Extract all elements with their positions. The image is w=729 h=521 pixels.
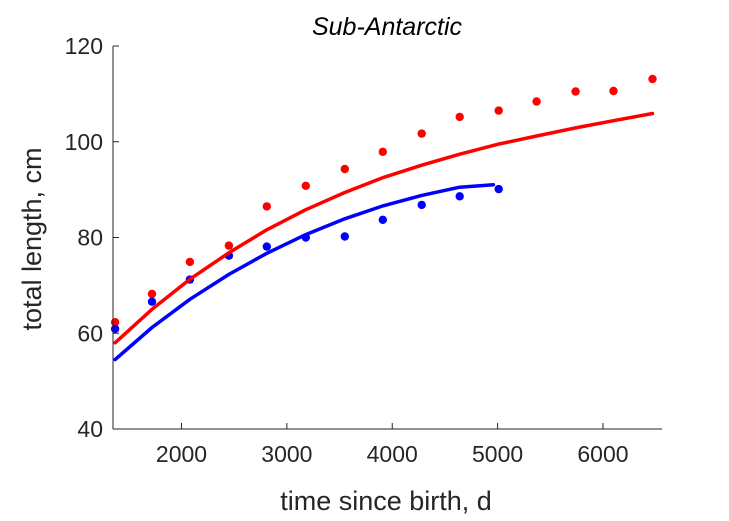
y-tick-label: 40 xyxy=(77,416,103,442)
x-tick-label: 6000 xyxy=(577,441,628,467)
data-point-1 xyxy=(340,232,349,241)
x-tick-label: 3000 xyxy=(261,441,312,467)
x-tick-label: 4000 xyxy=(367,441,418,467)
chart-title: Sub-Antarctic xyxy=(312,13,463,41)
data-point-0 xyxy=(301,181,310,190)
data-point-0 xyxy=(455,112,464,122)
data-point-0 xyxy=(648,74,657,84)
data-point-0 xyxy=(494,106,503,115)
data-point-0 xyxy=(147,289,157,299)
data-point-0 xyxy=(532,97,541,106)
x-axis-label: time since birth, d xyxy=(280,486,492,516)
data-point-0 xyxy=(378,147,387,156)
data-point-0 xyxy=(340,164,349,174)
data-point-0 xyxy=(417,129,426,138)
x-tick-label: 2000 xyxy=(156,441,207,467)
x-tick-label: 5000 xyxy=(472,441,523,467)
data-point-1 xyxy=(110,324,120,334)
data-point-1 xyxy=(378,215,387,224)
data-point-0 xyxy=(262,202,271,211)
y-tick-label: 120 xyxy=(65,33,103,59)
axes: 40 60 80 100 120 2000 3000 4000 5000 6000 xyxy=(65,33,662,467)
y-tick-label: 80 xyxy=(77,225,103,251)
data-point-1 xyxy=(455,192,464,201)
data-point-0 xyxy=(609,86,618,96)
data-point-1 xyxy=(147,297,157,306)
data-point-0 xyxy=(185,257,195,267)
data-point-0 xyxy=(571,87,580,96)
data-point-1 xyxy=(262,242,271,251)
plot-area xyxy=(110,74,657,362)
data-point-0 xyxy=(224,241,234,250)
series-line-2 xyxy=(113,111,655,345)
series-line-3 xyxy=(113,183,496,362)
y-tick-label: 60 xyxy=(77,320,103,346)
y-tick-label: 100 xyxy=(65,129,103,155)
data-point-1 xyxy=(494,184,503,194)
data-point-1 xyxy=(417,200,426,210)
y-axis-label: total length, cm xyxy=(17,147,47,330)
